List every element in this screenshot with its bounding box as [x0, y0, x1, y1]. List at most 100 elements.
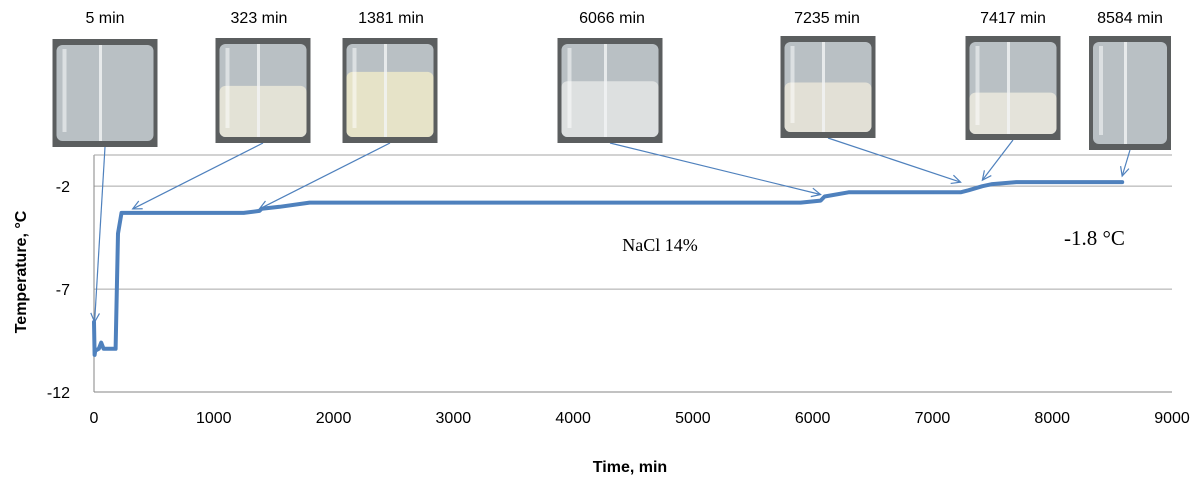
jar-glass — [1093, 42, 1167, 144]
data-point — [93, 349, 97, 353]
data-point — [152, 211, 156, 215]
data-point — [116, 231, 120, 236]
photo-arrow — [132, 142, 264, 210]
data-point — [101, 347, 106, 351]
data-point — [92, 320, 96, 324]
data-point — [107, 347, 112, 351]
y-tick-label: -7 — [56, 282, 70, 299]
glass-highlight — [352, 48, 357, 128]
photo-time-label: 7235 min — [794, 10, 860, 27]
jar-glass — [56, 45, 154, 141]
rod-reflection — [604, 44, 607, 137]
photo-time-label: 323 min — [231, 10, 288, 27]
arrow-head — [950, 174, 962, 185]
photo-arrow — [981, 139, 1014, 181]
sample-photo: 323 min — [215, 10, 311, 143]
x-tick-label: 8000 — [1034, 410, 1070, 427]
data-point — [930, 190, 935, 194]
data-point — [451, 201, 455, 205]
data-point — [818, 198, 823, 203]
ice-layer — [969, 92, 1057, 134]
sample-photo: 8584 min — [1089, 10, 1171, 150]
rod-reflection — [257, 44, 260, 137]
photo-arrow — [1121, 149, 1131, 177]
glass-highlight — [62, 49, 67, 132]
data-point — [1120, 180, 1124, 184]
data-point — [212, 211, 216, 215]
x-tick-label: 9000 — [1154, 410, 1190, 427]
data-point — [278, 205, 282, 209]
data-point — [980, 184, 984, 188]
series-line — [92, 180, 1125, 357]
data-point — [242, 211, 246, 215]
annotation-nacl: NaCl 14% — [622, 235, 698, 255]
photo-time-label: 5 min — [85, 10, 124, 27]
annotation-final-temp: -1.8 °C — [1064, 226, 1125, 250]
photo-arrow — [93, 146, 106, 323]
data-point — [990, 182, 994, 186]
data-point — [257, 209, 262, 213]
data-point — [799, 201, 803, 205]
glass-highlight — [1099, 46, 1103, 135]
ice-layer — [346, 71, 434, 137]
data-point — [99, 341, 103, 345]
data-point — [1014, 180, 1018, 184]
rod-reflection — [1007, 42, 1010, 134]
data-point — [308, 201, 312, 205]
photo-arrow — [609, 142, 821, 196]
glass-highlight — [225, 48, 230, 128]
y-axis-title: Temperature, °C — [13, 210, 30, 333]
data-point — [113, 347, 118, 351]
x-tick-label: 4000 — [555, 410, 591, 427]
axes — [93, 154, 1172, 393]
x-tick-label: 3000 — [436, 410, 472, 427]
series-layer — [92, 180, 1125, 357]
x-tick-label: 6000 — [795, 410, 831, 427]
x-tick-label: 2000 — [316, 410, 352, 427]
rod-reflection — [384, 44, 387, 137]
photo-time-label: 1381 min — [358, 10, 424, 27]
photo-strip: 5 min 323 min 1381 min 6066 min 7235 min 7417… — [52, 10, 1171, 150]
sample-photo: 1381 min — [342, 10, 438, 143]
tick-labels: 0 1000 2000 3000 4000 5000 6000 7000 8000 9000 -2 -… — [47, 179, 1190, 427]
glass-highlight — [975, 46, 980, 125]
y-tick-label: -2 — [56, 179, 70, 196]
x-axis-title: Time, min — [593, 459, 667, 476]
glass-highlight — [790, 46, 795, 123]
rod-reflection — [99, 45, 102, 141]
data-point — [260, 207, 264, 211]
photo-arrows — [90, 137, 1131, 324]
arrow-head — [1120, 166, 1130, 178]
photo-time-label: 8584 min — [1097, 10, 1163, 27]
sample-photo: 7235 min — [780, 10, 876, 138]
data-point — [1050, 180, 1054, 184]
photo-arrow — [259, 142, 391, 210]
data-point — [691, 201, 695, 205]
data-point — [966, 188, 970, 192]
sample-photo: 5 min — [52, 10, 158, 147]
x-tick-label: 7000 — [915, 410, 951, 427]
arrow-head — [131, 200, 143, 210]
ice-layer — [561, 81, 659, 137]
y-tick-label: -12 — [47, 385, 70, 402]
rod-reflection — [1124, 42, 1127, 144]
data-point — [97, 347, 101, 351]
data-point — [847, 190, 851, 194]
data-point — [823, 194, 827, 199]
sample-photo: 6066 min — [557, 10, 663, 143]
data-point — [92, 353, 97, 357]
sample-photo: 7417 min — [965, 10, 1061, 140]
glass-highlight — [567, 48, 572, 128]
data-point — [958, 190, 963, 194]
ice-layer — [784, 82, 872, 132]
data-point — [391, 201, 396, 205]
data-point — [571, 201, 575, 205]
data-point — [119, 211, 124, 215]
arrow-head — [810, 187, 822, 198]
x-tick-label: 1000 — [196, 410, 232, 427]
gridlines — [94, 185, 1172, 290]
x-tick-label: 5000 — [675, 410, 711, 427]
photo-time-label: 6066 min — [579, 10, 645, 27]
x-tick-label: 0 — [90, 410, 99, 427]
